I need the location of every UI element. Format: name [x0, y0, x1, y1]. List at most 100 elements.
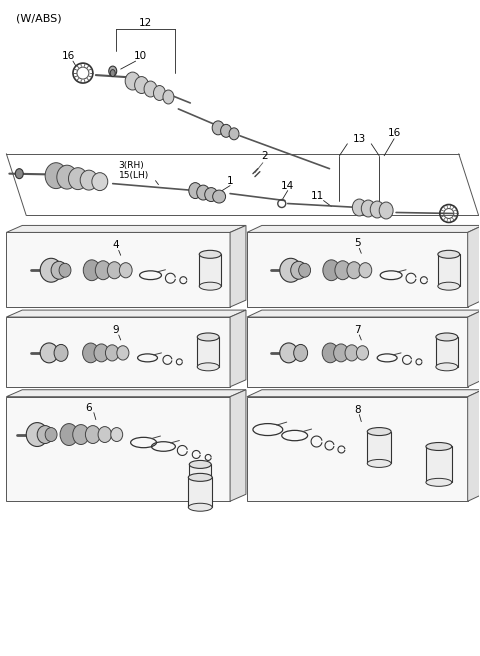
Ellipse shape [57, 165, 77, 189]
Polygon shape [6, 310, 246, 317]
Text: 12: 12 [139, 18, 152, 28]
Polygon shape [230, 310, 246, 387]
Ellipse shape [280, 258, 301, 282]
Polygon shape [247, 310, 480, 317]
Ellipse shape [335, 261, 350, 279]
Bar [438, 255, 460, 286]
Polygon shape [247, 390, 480, 397]
Ellipse shape [436, 363, 458, 371]
Polygon shape [230, 390, 246, 501]
Ellipse shape [73, 424, 89, 445]
Ellipse shape [322, 343, 338, 363]
Ellipse shape [69, 168, 87, 190]
Ellipse shape [438, 282, 460, 290]
Polygon shape [247, 317, 468, 387]
Ellipse shape [59, 263, 71, 277]
Ellipse shape [229, 128, 239, 140]
Ellipse shape [189, 182, 202, 199]
Ellipse shape [197, 363, 219, 371]
Ellipse shape [40, 258, 62, 282]
Bar [197, 337, 219, 367]
Text: 16: 16 [387, 128, 401, 138]
Text: 1: 1 [227, 176, 233, 186]
Ellipse shape [189, 486, 211, 494]
Text: 9: 9 [112, 325, 119, 335]
Ellipse shape [125, 72, 140, 90]
Ellipse shape [134, 77, 148, 94]
Ellipse shape [98, 426, 111, 443]
Ellipse shape [111, 428, 123, 441]
Ellipse shape [120, 262, 132, 277]
Ellipse shape [361, 200, 375, 217]
Ellipse shape [352, 199, 366, 216]
Ellipse shape [426, 478, 452, 486]
Ellipse shape [357, 346, 369, 360]
Polygon shape [6, 317, 230, 387]
Ellipse shape [94, 344, 109, 362]
Ellipse shape [83, 343, 99, 363]
Ellipse shape [334, 344, 348, 362]
Ellipse shape [291, 261, 307, 279]
Text: 4: 4 [112, 240, 119, 251]
Bar [188, 478, 212, 507]
Polygon shape [6, 390, 246, 397]
Ellipse shape [85, 426, 100, 443]
Ellipse shape [51, 261, 67, 279]
Ellipse shape [80, 170, 97, 190]
Ellipse shape [110, 70, 115, 77]
Text: 14: 14 [281, 180, 294, 191]
Ellipse shape [221, 125, 231, 137]
Polygon shape [247, 226, 480, 232]
Ellipse shape [213, 190, 226, 203]
Ellipse shape [323, 260, 340, 281]
Ellipse shape [37, 426, 53, 443]
Ellipse shape [204, 188, 217, 201]
Polygon shape [468, 390, 480, 501]
Ellipse shape [438, 251, 460, 258]
Ellipse shape [370, 201, 384, 218]
Ellipse shape [197, 333, 219, 341]
Ellipse shape [199, 282, 221, 290]
Ellipse shape [359, 262, 372, 277]
Ellipse shape [280, 343, 298, 363]
Ellipse shape [188, 503, 212, 511]
Ellipse shape [436, 333, 458, 341]
Ellipse shape [45, 163, 67, 188]
Ellipse shape [106, 345, 119, 361]
Text: 16: 16 [61, 51, 74, 61]
Text: 7: 7 [354, 325, 360, 335]
Polygon shape [247, 397, 468, 501]
Text: 5: 5 [354, 238, 360, 249]
Bar [426, 447, 452, 482]
Polygon shape [230, 226, 246, 307]
Text: 11: 11 [311, 190, 324, 201]
Text: 2: 2 [262, 151, 268, 161]
Ellipse shape [199, 251, 221, 258]
Bar [367, 432, 391, 463]
Ellipse shape [117, 346, 129, 360]
Text: 3(RH)
15(LH): 3(RH) 15(LH) [119, 161, 149, 180]
Polygon shape [468, 226, 480, 307]
Ellipse shape [54, 344, 68, 361]
Text: 8: 8 [354, 405, 360, 415]
Bar [436, 337, 458, 367]
Ellipse shape [347, 262, 361, 279]
Text: (W/ABS): (W/ABS) [16, 13, 62, 24]
Bar [189, 464, 211, 490]
Ellipse shape [26, 422, 48, 447]
Ellipse shape [345, 345, 359, 361]
Polygon shape [6, 226, 246, 232]
Ellipse shape [40, 343, 58, 363]
Ellipse shape [299, 263, 311, 277]
Ellipse shape [45, 428, 57, 441]
Polygon shape [6, 397, 230, 501]
Ellipse shape [15, 169, 23, 178]
Text: 6: 6 [85, 403, 92, 413]
Ellipse shape [163, 90, 174, 104]
Ellipse shape [92, 173, 108, 191]
Polygon shape [247, 232, 468, 307]
Polygon shape [468, 310, 480, 387]
Ellipse shape [379, 202, 393, 219]
Text: 13: 13 [353, 134, 366, 144]
Ellipse shape [154, 85, 166, 100]
